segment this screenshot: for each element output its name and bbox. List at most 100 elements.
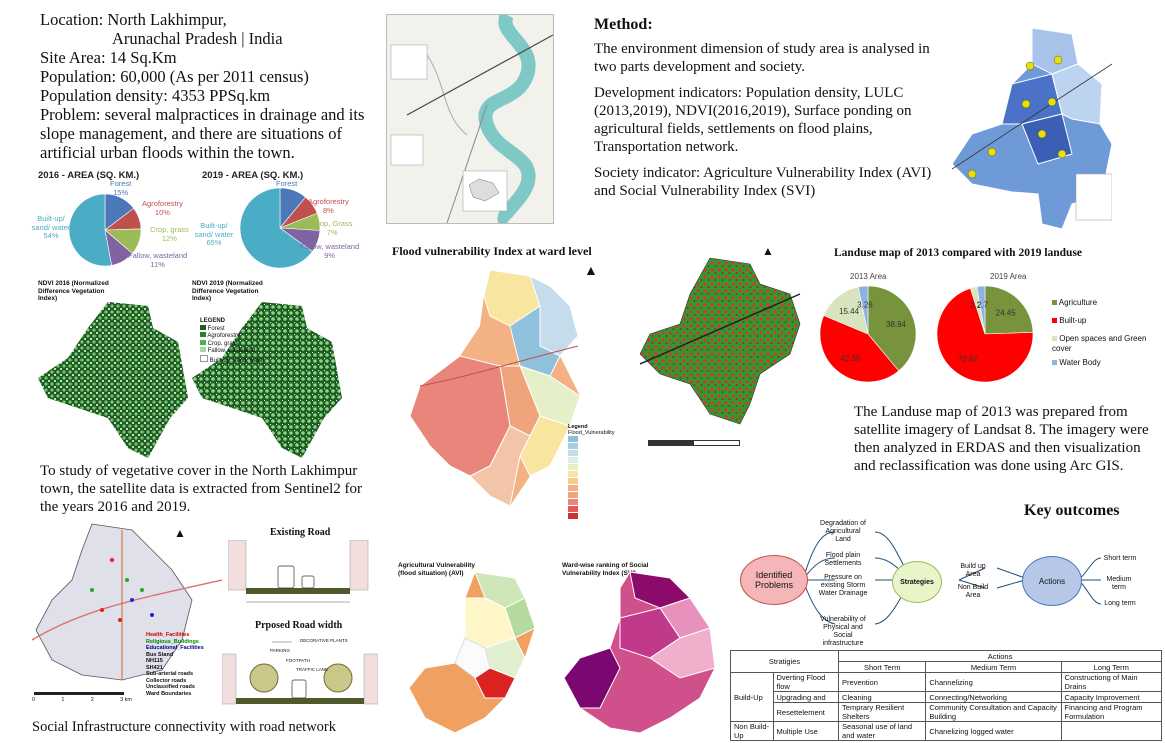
pie-slice	[239, 187, 313, 269]
problem-item-1: Degradation of Agricultural Land	[820, 520, 866, 543]
pie-2019-title: 2019 - AREA (SQ. KM.)	[202, 170, 304, 181]
method-section: Method: The environment dimension of stu…	[594, 16, 954, 208]
flood-legend-title: Legend	[568, 424, 588, 430]
table-cell: Resettelement	[772, 702, 840, 722]
action-medium: Medium term	[1106, 576, 1132, 591]
pie2019-label-builtup: Built-up/ sand/ water 65%	[194, 221, 234, 247]
build-up-cell: Build-Up	[730, 672, 774, 722]
method-heading: Method:	[594, 16, 653, 33]
ndvi-legend-title: LEGEND	[200, 318, 226, 324]
problem-item-3: Pressure on existing Storm Water Drainag…	[818, 574, 868, 597]
table-cell: Connecting/Networking	[925, 691, 1062, 703]
strategy-item-2: Non Build Area	[957, 584, 989, 599]
ndvi-description: To study of vegetative cover in the Nort…	[40, 463, 362, 515]
north-arrow-lulc: ▲	[762, 244, 774, 258]
landuse-legend-water: Water Body	[1052, 358, 1162, 368]
legend-religious: Religious_Buildings	[146, 638, 199, 645]
pie-slice	[857, 285, 869, 335]
pie-slice	[68, 193, 112, 267]
road-label-footpath: FOOTPATH	[286, 658, 310, 663]
pie-data-label: 38.94	[886, 320, 907, 329]
pie2019-label-fallow: Fallow, wasteland 9%	[300, 242, 360, 260]
social-scalebar	[34, 692, 124, 695]
header-strategies: Stratigies	[729, 650, 840, 673]
location-line2: Arunachal Pradesh | India	[112, 29, 283, 48]
north-arrow-flood: ▲	[584, 264, 598, 279]
legend-unclassified: Unclassified roads	[146, 684, 195, 690]
existing-road-section	[228, 540, 369, 603]
legend-subarterial: Sub-arterial roads	[146, 671, 194, 677]
ndvi-2016-svg	[38, 302, 188, 458]
river-map-svg	[387, 11, 554, 229]
action-long: Long term	[1104, 600, 1136, 607]
table-row: Build-Up Dverting Flood flow Prevention …	[730, 672, 1163, 722]
avi-map	[408, 571, 536, 734]
pie2019-label-forest: Forest 11%	[276, 179, 298, 197]
social-infrastructure-map	[32, 523, 222, 681]
header-actions: Actions	[838, 650, 1162, 662]
pie2016-label-forest: Forest 15%	[110, 179, 132, 197]
table-cell: Community Consultation and Capacity Buil…	[925, 702, 1062, 722]
landuse-title: Landuse map of 2013 compared with 2019 l…	[834, 247, 1083, 259]
area-pie-2016	[68, 193, 142, 267]
ndvi-legend-agro: Agroforestry	[200, 332, 264, 340]
pie-slice	[823, 286, 869, 335]
road-label-decorative: DECORATIVE PLANTS	[300, 638, 348, 643]
ndvi-2019-map: NDVI 2019 (Normalized Difference Vegetat…	[192, 280, 372, 460]
pie-data-label: 2.23	[970, 301, 986, 310]
proposed-road-title: Prposed Road width	[255, 620, 343, 631]
table-cell: Channelizing	[925, 672, 1062, 692]
problem-item-4: Vulnerability of Physical and Social inf…	[820, 616, 866, 647]
problem-item-2: Flood plain Settlements	[824, 552, 862, 567]
action-short: Short term	[1103, 555, 1137, 562]
actions-table: Stratigies Actions Short Term Medium Ter…	[729, 650, 1163, 741]
table-cell: Constructiong of Main Drains	[1060, 672, 1163, 692]
landuse-legend: Agriculture Built-up Open spaces and Gre…	[1052, 298, 1162, 368]
table-cell: Dverting Flood flow	[772, 672, 840, 692]
table-cell	[1060, 721, 1163, 741]
flood-title: Flood vulnerability Index at ward level	[392, 244, 592, 258]
table-cell: Financing and Program Formulation	[1060, 702, 1163, 722]
col-medium: Medium Term	[925, 661, 1062, 673]
flood-legend: Legend Flood_Vulnerability	[568, 424, 615, 528]
table-cell: Prevention	[838, 672, 927, 692]
legend-education: Educational_Facilities	[146, 645, 204, 651]
social-legend: Health_Facilities Religious_Buildings Ed…	[146, 632, 204, 697]
river-location-map	[386, 11, 554, 229]
pie-slice	[936, 287, 1034, 383]
population: Population: 60,000 (As per 2011 census)	[40, 67, 309, 86]
table-cell: Upgrading and	[772, 691, 840, 703]
pie2019-label-agro: Agroforestry 8%	[308, 197, 349, 215]
legend-nh115: NH115	[146, 658, 163, 664]
table-cell: Capacity Improvement	[1060, 691, 1163, 703]
ndvi-legend-forest: Forest	[200, 324, 264, 333]
problem: Problem: several malpractices in drainag…	[40, 105, 365, 162]
col-short: Short Term	[838, 661, 927, 673]
landuse-pie-2013: 38.94 42.36 15.443.26	[819, 285, 917, 383]
table-row: Upgrading and Cleaning Connecting/Networ…	[731, 691, 1163, 703]
pie2016-label-fallow: Fallow, wasteland 11%	[128, 251, 188, 269]
ndvi-2016-map: NDVI 2016 (Normalized Difference Vegetat…	[38, 280, 192, 460]
existing-road-title: Existing Road	[270, 527, 331, 538]
pie2016-label-builtup: Built-up/ sand/ water 54%	[31, 214, 71, 240]
pie2016-label-crop: Crop, grass 12%	[150, 225, 189, 243]
pie-data-label: 3.26	[857, 300, 873, 309]
table-cell: Multiple Use	[772, 721, 840, 741]
legend-health: Health_Facilities	[146, 632, 190, 638]
non-build-cell: Non Build-Up	[730, 721, 774, 741]
ndvi-2016-title: NDVI 2016 (Normalized Difference Vegetat…	[38, 280, 109, 302]
table-cell: Seasonal use of land and water	[838, 721, 927, 741]
lulc-map	[640, 257, 801, 425]
legend-ward: Ward Boundaries	[146, 690, 192, 697]
flood-vulnerability-map	[410, 269, 581, 507]
ndvi-legend-builtup: Built-up, sand, water	[200, 354, 264, 365]
pie-data-label: 70.62	[958, 354, 979, 363]
table-row: Stratigies Actions	[729, 650, 1162, 673]
table-row: Non Build-Up Multiple Use Seasonal use o…	[730, 721, 1163, 741]
flood-legend-sub: Flood_Vulnerability	[568, 430, 615, 436]
col-long: Long Term	[1060, 661, 1163, 673]
road-label-traffic: TRAFFIC LANE	[296, 667, 329, 672]
location-line1: Location: North Lakhimpur,	[40, 10, 227, 29]
pie-slice	[984, 285, 1034, 335]
